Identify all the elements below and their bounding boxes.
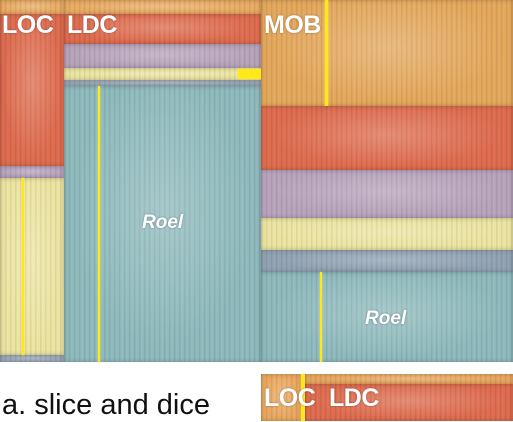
ldc-highlight-line: [98, 86, 100, 362]
ldc-yellow-cell: [64, 68, 261, 80]
loc-red-cell: [0, 14, 64, 166]
secondary-ldc-cell: [305, 374, 513, 384]
ldc-top-cell: [64, 0, 261, 14]
treemap-secondary: LOC LDC: [261, 374, 513, 421]
mob-orange-cell: [261, 0, 513, 106]
secondary-highlight-line: [301, 374, 305, 421]
roel-label-mob: Roel: [365, 308, 407, 329]
ldc-purple-cell: [64, 44, 261, 68]
mob-label: MOB: [264, 11, 321, 39]
mob-slate-cell: [261, 250, 513, 272]
secondary-ldc-label: LDC: [329, 384, 379, 412]
mob-yellow-cell: [261, 218, 513, 250]
mob-highlight-line: [325, 0, 328, 106]
figure-caption: a. slice and dice: [2, 389, 210, 421]
mob-teal-highlight-line: [320, 272, 322, 362]
treemap-main: LOC LDC MOB Roel Roel: [0, 0, 513, 362]
secondary-loc-label: LOC: [264, 384, 316, 412]
loc-slate-cell: [0, 355, 64, 362]
mob-red-cell: [261, 106, 513, 170]
roel-label-ldc: Roel: [142, 212, 184, 233]
secondary-red-cell: [305, 384, 513, 421]
ldc-slate-cell: [64, 80, 261, 86]
mob-purple-cell: [261, 170, 513, 218]
loc-yellow-cell: [0, 178, 64, 355]
loc-highlight-line: [22, 178, 24, 355]
loc-label: LOC: [2, 11, 54, 39]
ldc-red-cell: [64, 14, 261, 44]
ldc-teal-cell: [64, 86, 261, 362]
ldc-yellow-highlight: [238, 69, 261, 79]
loc-top-cell: [0, 0, 64, 14]
loc-purple-cell: [0, 166, 64, 178]
secondary-loc-cell: [261, 374, 301, 421]
mob-teal-cell: [261, 272, 513, 362]
ldc-label: LDC: [67, 11, 117, 39]
